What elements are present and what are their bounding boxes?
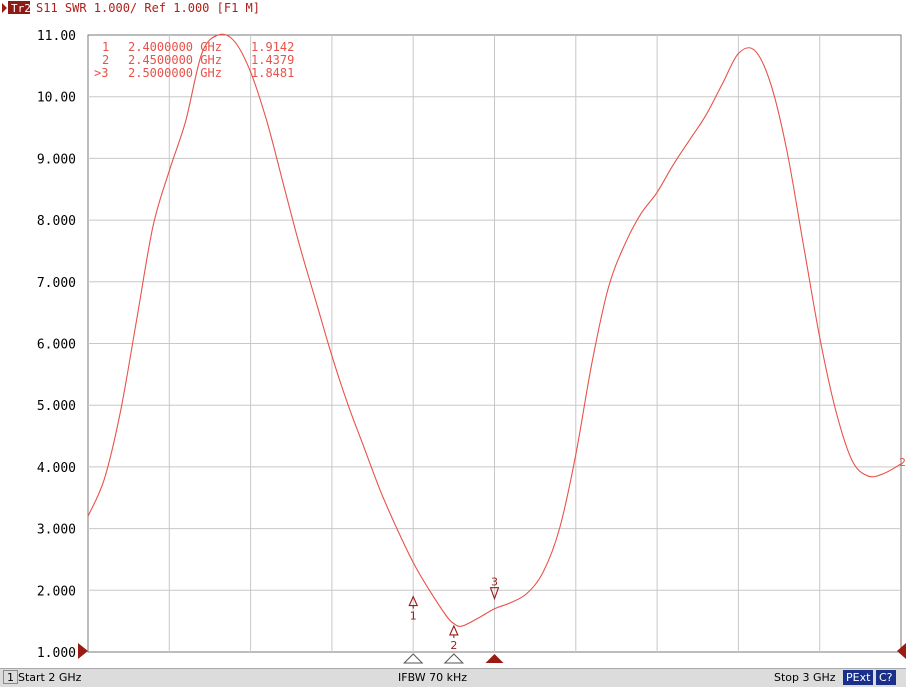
start-frequency[interactable]: Start 2 GHz (18, 671, 82, 684)
trace-title: S11 SWR 1.000/ Ref 1.000 [F1 M] (36, 1, 260, 15)
y-tick-label: 7.000 (37, 276, 76, 291)
marker-stimulus-icon (485, 654, 504, 663)
trace-tag-box[interactable] (8, 1, 30, 14)
y-tick-label: 10.00 (37, 91, 76, 106)
stop-frequency[interactable]: Stop 3 GHz (774, 671, 836, 684)
marker-stimulus-icon (443, 653, 465, 664)
marker-row-3-freq: 2.5000000 GHz (128, 66, 222, 80)
marker-label: 1 (410, 610, 417, 623)
marker-2[interactable]: 2 (443, 624, 465, 664)
right-edge-label: 2 (899, 456, 906, 469)
ref-level-right-arrow-icon (897, 643, 906, 659)
trace-tag: Tr2 (11, 2, 31, 15)
grid (88, 35, 901, 652)
marker-stimulus-icon (402, 653, 424, 664)
port-extension-badge[interactable]: PExt (843, 670, 874, 685)
markers: 1 2 3 (402, 576, 504, 664)
marker-row-2-value: 1.4379 (251, 53, 294, 67)
calibration-badge[interactable]: C? (876, 670, 896, 685)
status-bar: 1 Start 2 GHz IFBW 70 kHz Stop 3 GHz PEx… (0, 668, 906, 687)
y-tick-label: 9.000 (37, 152, 76, 167)
marker-label: 3 (491, 576, 498, 589)
y-tick-label: 6.000 (37, 338, 76, 353)
marker-pointer-icon (489, 587, 500, 601)
marker-row-1-label: 1 (102, 40, 109, 54)
marker-row-1-value: 1.9142 (251, 40, 294, 54)
y-tick-label: 8.000 (37, 214, 76, 229)
marker-row-3-value: 1.8481 (251, 66, 294, 80)
if-bandwidth[interactable]: IFBW 70 kHz (398, 671, 468, 684)
active-trace-arrow-icon (2, 3, 7, 13)
marker-row-3-label: >3 (94, 66, 108, 80)
y-tick-label: 4.000 (37, 461, 76, 476)
marker-row-1-freq: 2.4000000 GHz (128, 40, 222, 54)
marker-row-2-freq: 2.4500000 GHz (128, 53, 222, 67)
marker-3[interactable]: 3 (485, 576, 504, 663)
y-tick-label: 3.000 (37, 523, 76, 538)
y-tick-label: 11.00 (37, 29, 76, 44)
channel-indicator[interactable]: 1 (3, 670, 18, 684)
y-tick-label: 5.000 (37, 399, 76, 414)
marker-label: 2 (450, 639, 457, 652)
vna-plot: Tr2 S11 SWR 1.000/ Ref 1.000 [F1 M] 1.00… (2, 1, 906, 664)
marker-row-2-label: 2 (102, 53, 109, 67)
y-tick-label: 1.000 (37, 646, 76, 661)
trace-line (87, 33, 902, 627)
ref-level-arrow-icon[interactable] (78, 643, 88, 659)
y-tick-label: 2.000 (37, 584, 76, 599)
y-axis-ticks: 1.000 2.000 3.000 4.000 5.000 6.000 7.000 8.000… (37, 29, 76, 661)
marker-1[interactable]: 1 (402, 595, 424, 664)
